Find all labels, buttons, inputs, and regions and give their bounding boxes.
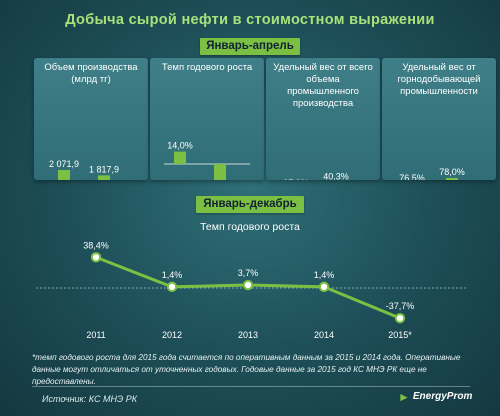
bar	[58, 170, 70, 180]
panel-share-industrial: Удельный вес от всего объема промышленно…	[266, 58, 380, 180]
panel-title: Объем производства (млрд тг)	[44, 62, 138, 85]
tick-label: 2014	[314, 330, 334, 340]
tick-label: 2011	[86, 330, 105, 340]
data-point	[318, 281, 330, 293]
data-label: -37,7%	[386, 301, 415, 311]
bar	[446, 178, 458, 180]
data-label: 37,9%	[283, 178, 309, 180]
panel-title: Темп годового роста	[161, 62, 253, 73]
panel-production-volume: Объем производства (млрд тг) 2 071,92016…	[34, 58, 148, 180]
data-label: 1,4%	[162, 270, 183, 280]
data-label: 2 071,9	[49, 159, 79, 169]
section-label-jan-apr: Январь-апрель	[200, 38, 300, 55]
panel-share-mining: Удельный вес от горнодобывающей промышле…	[382, 58, 496, 180]
bar-chart-growth: 14,0%2016-45,1%2015	[164, 141, 250, 180]
bar-chart-share-mining: 76,5%201678,0%2015	[399, 167, 465, 180]
source-note: Источник: КС МНЭ РК	[42, 394, 138, 404]
data-label: 1,4%	[314, 270, 335, 280]
bar-chart-production: 2 071,920161 817,92015	[49, 159, 119, 180]
logo-text: EnergyProm	[412, 391, 473, 402]
data-label: 1 817,9	[89, 164, 119, 174]
line-chart-title: Темп годового роста	[200, 221, 300, 233]
bar-chart-share-industrial: 37,9%201640,3%2015	[283, 172, 349, 180]
tick-label: 2012	[162, 330, 182, 340]
bar	[214, 164, 226, 180]
data-label: 3,7%	[238, 268, 259, 278]
logo: ► EnergyProm	[398, 389, 473, 404]
footnote: *темп годового роста для 2015 года счита…	[32, 353, 461, 386]
data-point	[394, 312, 406, 324]
data-label: 38,4%	[83, 240, 109, 250]
divider	[32, 386, 470, 387]
tick-label: 2015*	[388, 330, 412, 340]
section-label-jan-dec: Январь-декабрь	[196, 196, 304, 213]
panel-title: Удельный вес от всего объема промышленно…	[273, 62, 373, 109]
bar	[98, 175, 110, 180]
data-label: 78,0%	[439, 167, 465, 177]
data-label: 76,5%	[399, 173, 425, 180]
line-chart-growth: 38,4% 2011 1,4% 2012 3,7% 2013 1,4% 2014 -37,7% 2…	[36, 240, 466, 340]
logo-mark-icon: ►	[398, 389, 410, 404]
tick-label: 2013	[238, 330, 258, 340]
page-title: Добыча сырой нефти в стоимостном выражен…	[65, 12, 435, 28]
data-point	[242, 279, 254, 291]
data-point	[90, 252, 102, 263]
panel-growth-rate: Темп годового роста 14,0%2016-45,1%2015	[150, 58, 264, 180]
data-label: 40,3%	[323, 172, 349, 180]
bar	[174, 151, 186, 164]
panel-title: Удельный вес от горнодобывающей промышле…	[397, 62, 481, 97]
data-point	[166, 281, 178, 293]
data-label: 14,0%	[167, 141, 193, 151]
